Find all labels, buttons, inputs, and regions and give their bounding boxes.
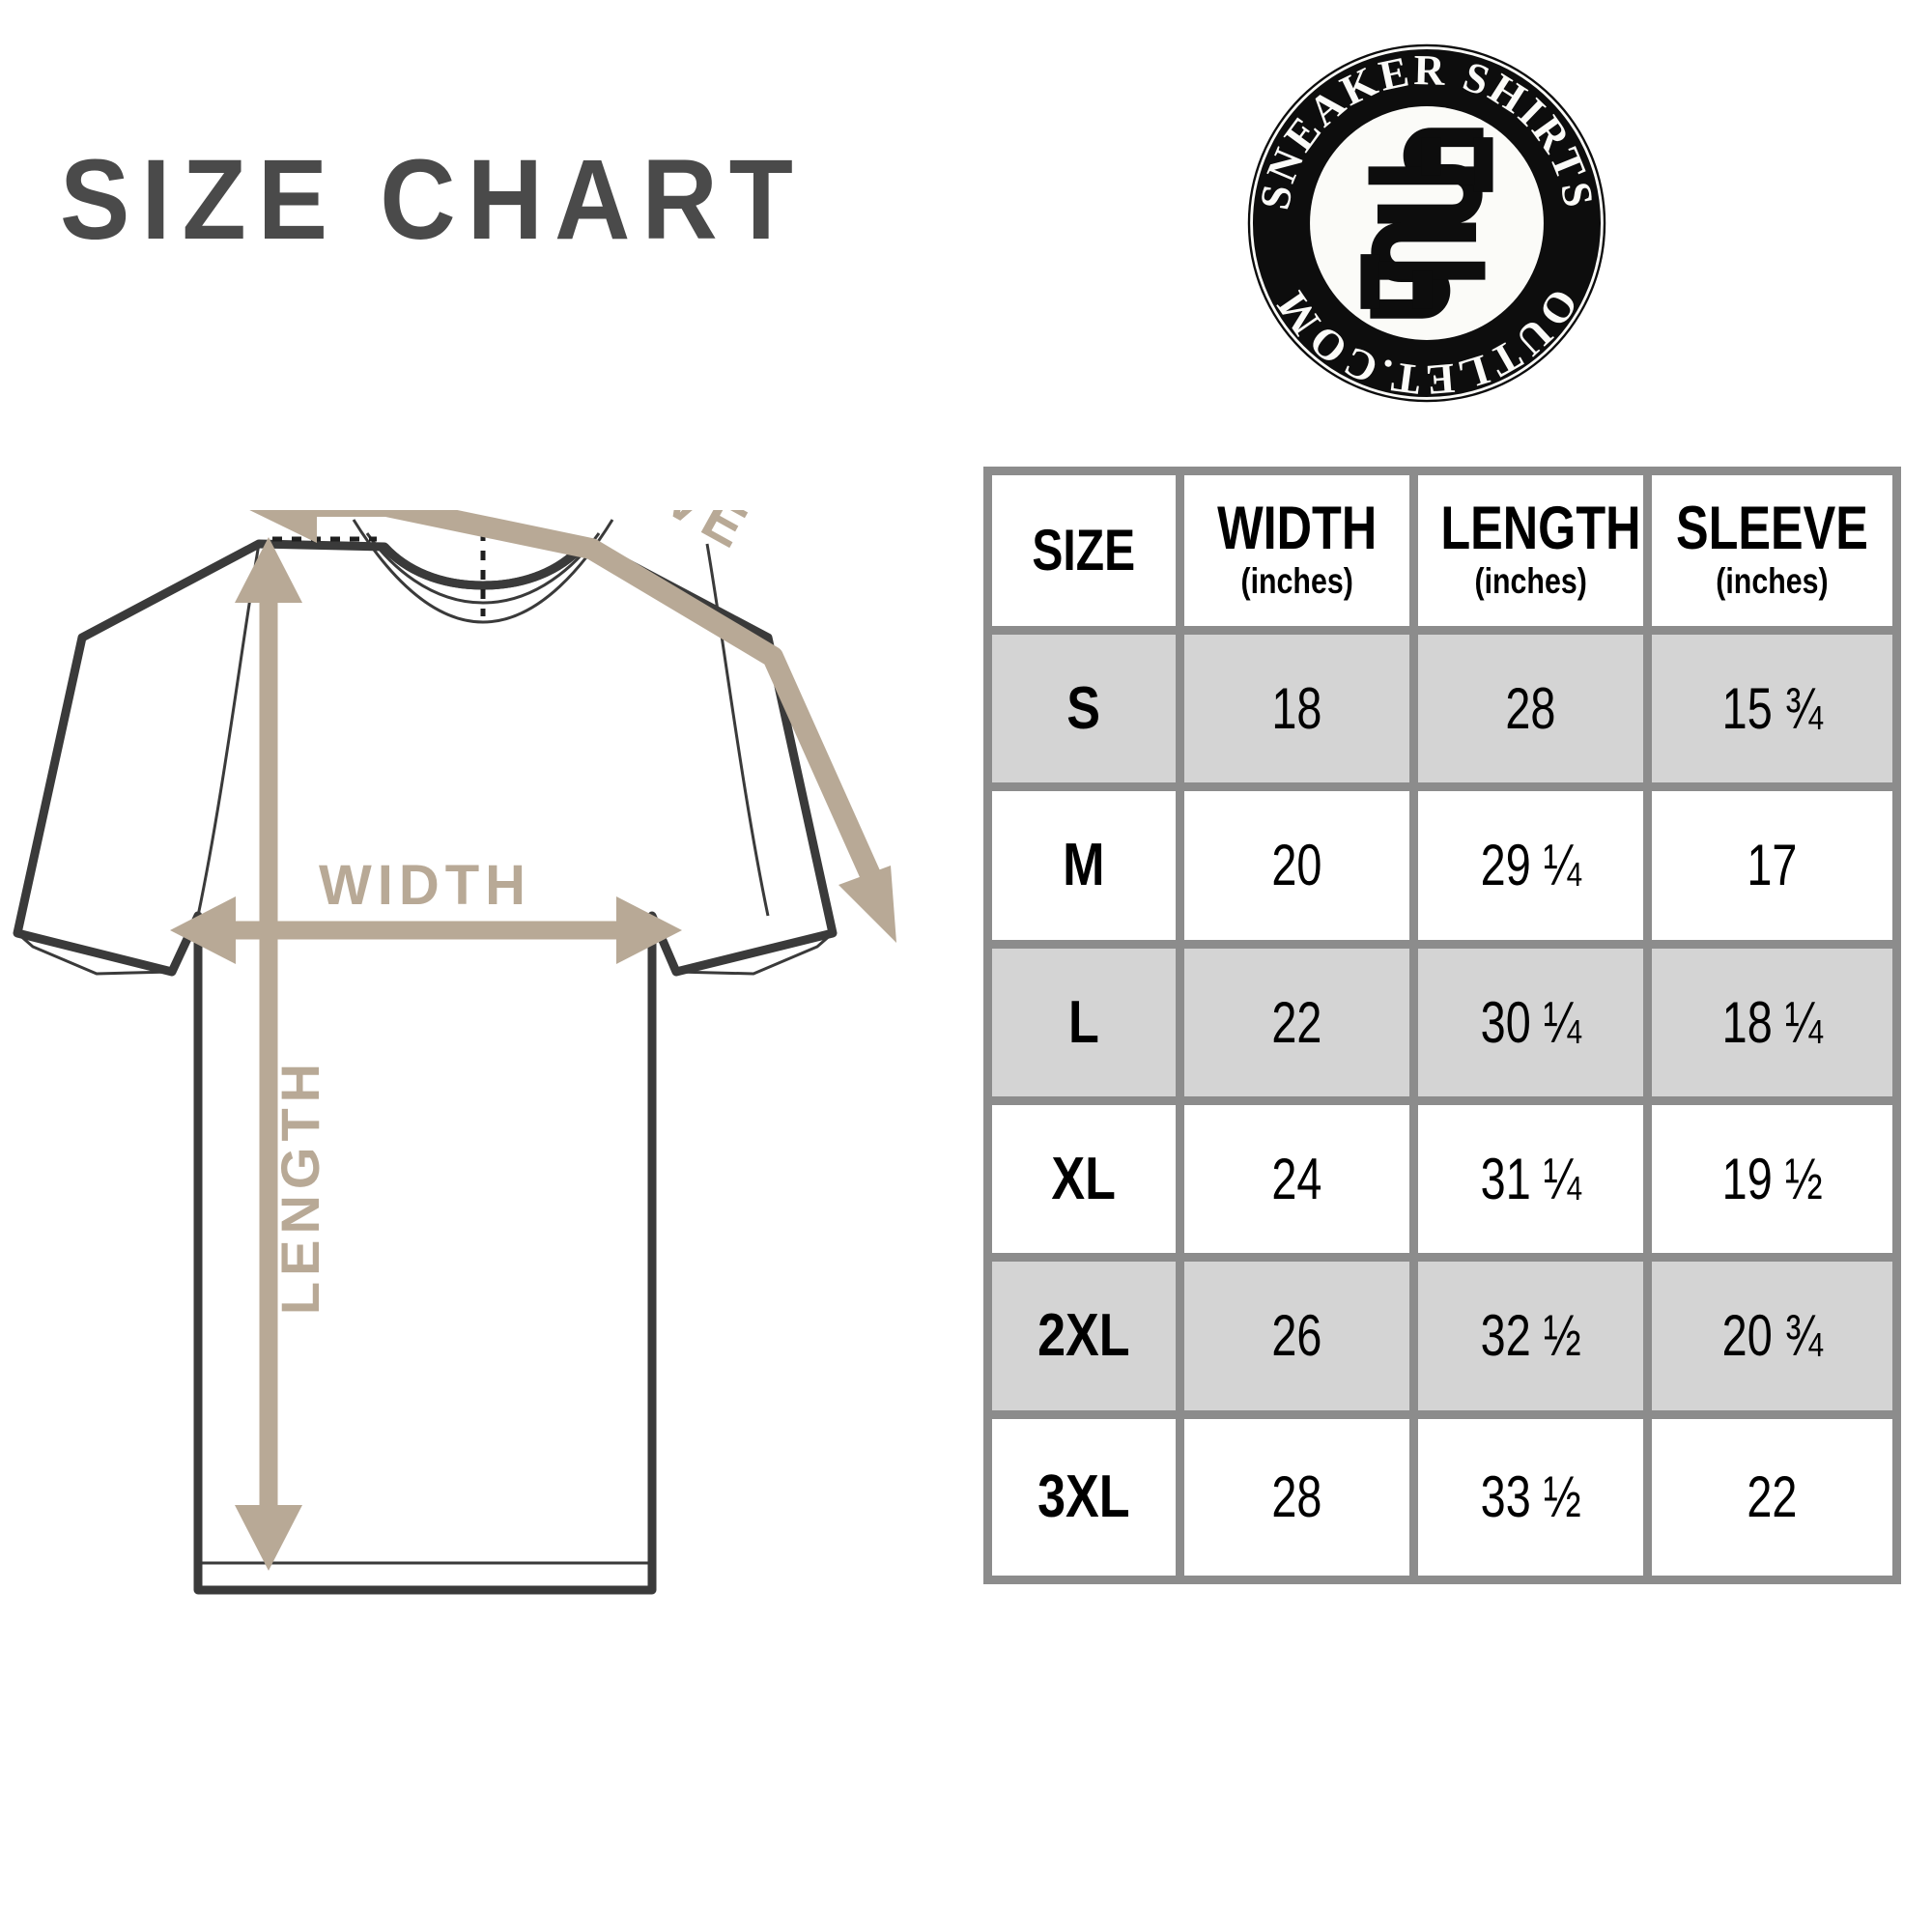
width-arrowhead-right: [616, 896, 682, 964]
size-chart-table-container: SIZE WIDTH (inches) LENGTH (inches) SLEE…: [983, 467, 1901, 1584]
column-header-sleeve-label: SLEEVE: [1676, 494, 1869, 562]
cell-length: 30 ¼: [1417, 948, 1653, 1105]
cell-width-text: 22: [1271, 989, 1322, 1055]
cell-sleeve: 15 ¾: [1652, 635, 1892, 792]
brand-logo-svg: SNEAKER SHIRTS OUTLET.COM: [1247, 43, 1606, 405]
cell-length: 29 ¼: [1417, 791, 1653, 949]
cell-size-text: L: [1067, 988, 1099, 1056]
cell-width: 28: [1183, 1418, 1418, 1576]
column-header-width-label: WIDTH: [1216, 494, 1377, 562]
column-header-sleeve-unit: (inches): [1716, 561, 1829, 601]
logo-ss-monogram: [1360, 128, 1493, 319]
cell-width: 26: [1183, 1262, 1418, 1419]
cell-size-text: 2XL: [1037, 1302, 1130, 1370]
size-chart-table: SIZE WIDTH (inches) LENGTH (inches) SLEE…: [983, 467, 1901, 1584]
cell-sleeve-text: 22: [1747, 1464, 1798, 1530]
cell-width-text: 28: [1271, 1464, 1322, 1530]
cell-size-text: M: [1063, 832, 1105, 899]
t-shirt-diagram-svg: SLEEVE WIDTH LENGTH: [13, 381, 896, 1595]
table-row: L 22 30 ¼ 18 ¼: [992, 948, 1892, 1105]
column-header-length-unit: (inches): [1474, 561, 1587, 601]
cell-sleeve-text: 18 ¼: [1721, 989, 1823, 1055]
table-row: M 20 29 ¼ 17: [992, 791, 1892, 949]
cell-length-text: 30 ¼: [1480, 989, 1581, 1055]
cell-width-text: 20: [1271, 833, 1322, 898]
column-header-sleeve: SLEEVE (inches): [1652, 475, 1892, 635]
cell-length-text: 32 ½: [1480, 1303, 1581, 1369]
cell-width: 22: [1183, 948, 1418, 1105]
table-row: 2XL 26 32 ½ 20 ¾: [992, 1262, 1892, 1419]
cell-width: 20: [1183, 791, 1418, 949]
length-arrowhead-bottom: [235, 1505, 302, 1571]
cell-length-text: 29 ¼: [1480, 833, 1581, 898]
cell-width-text: 18: [1271, 676, 1322, 742]
sleeve-arrowhead-end: [838, 866, 896, 943]
column-header-width-unit: (inches): [1240, 561, 1353, 601]
cell-length: 28: [1417, 635, 1653, 792]
cell-sleeve-text: 15 ¾: [1721, 676, 1823, 742]
cell-size: 3XL: [992, 1418, 1184, 1576]
brand-logo: SNEAKER SHIRTS OUTLET.COM: [1244, 41, 1609, 406]
cell-width: 18: [1183, 635, 1418, 792]
cell-size-text: S: [1066, 675, 1101, 743]
width-label: WIDTH: [319, 854, 531, 917]
cell-sleeve-text: 19 ½: [1721, 1147, 1823, 1212]
cell-size: L: [992, 948, 1184, 1105]
cell-size-text: XL: [1051, 1146, 1117, 1213]
cell-width-text: 24: [1271, 1147, 1322, 1212]
table-row: XL 24 31 ¼ 19 ½: [992, 1104, 1892, 1263]
cell-sleeve: 19 ½: [1652, 1104, 1892, 1263]
width-arrowhead-left: [170, 896, 236, 964]
length-label: LENGTH: [270, 1058, 330, 1315]
table-header-row: SIZE WIDTH (inches) LENGTH (inches) SLEE…: [992, 475, 1892, 635]
length-measure-arrow: [235, 537, 302, 1571]
cell-sleeve: 20 ¾: [1652, 1262, 1892, 1419]
cell-size: 2XL: [992, 1262, 1184, 1419]
column-header-size: SIZE: [992, 475, 1184, 635]
column-header-length-label: LENGTH: [1440, 494, 1641, 562]
cell-sleeve: 18 ¼: [1652, 948, 1892, 1105]
cell-length: 31 ¼: [1417, 1104, 1653, 1263]
cell-width: 24: [1183, 1104, 1418, 1263]
column-header-length: LENGTH (inches): [1417, 475, 1653, 635]
shirt-outline: [13, 519, 838, 1595]
cell-length-text: 28: [1505, 676, 1556, 742]
cell-sleeve-text: 17: [1747, 833, 1798, 898]
table-header: SIZE WIDTH (inches) LENGTH (inches) SLEE…: [992, 475, 1892, 635]
table-row: S 18 28 15 ¾: [992, 635, 1892, 792]
cell-size: M: [992, 791, 1184, 949]
cell-sleeve-text: 20 ¾: [1721, 1303, 1823, 1369]
logo-keyline: [1250, 46, 1604, 400]
cell-length-text: 31 ¼: [1480, 1147, 1581, 1212]
cell-length-text: 33 ½: [1480, 1464, 1581, 1530]
cell-size: S: [992, 635, 1184, 792]
table-row: 3XL 28 33 ½ 22: [992, 1418, 1892, 1576]
width-measure-arrow: [170, 896, 682, 964]
cell-size-text: 3XL: [1037, 1463, 1130, 1531]
length-arrowhead-top: [235, 537, 302, 603]
table-body: S 18 28 15 ¾ M 20 29 ¼ 17 L 22 30 ¼ 18 ¼…: [992, 635, 1892, 1576]
cell-size: XL: [992, 1104, 1184, 1263]
t-shirt-diagram: SLEEVE WIDTH LENGTH: [0, 381, 966, 1602]
cell-length: 32 ½: [1417, 1262, 1653, 1419]
cell-length: 33 ½: [1417, 1418, 1653, 1576]
cell-width-text: 26: [1271, 1303, 1322, 1369]
column-header-width: WIDTH (inches): [1183, 475, 1418, 635]
reference-tick-marks: [272, 531, 486, 616]
cell-sleeve: 17: [1652, 791, 1892, 949]
cell-sleeve: 22: [1652, 1418, 1892, 1576]
column-header-size-label: SIZE: [1032, 518, 1136, 583]
page-title: SIZE CHART: [60, 136, 805, 264]
